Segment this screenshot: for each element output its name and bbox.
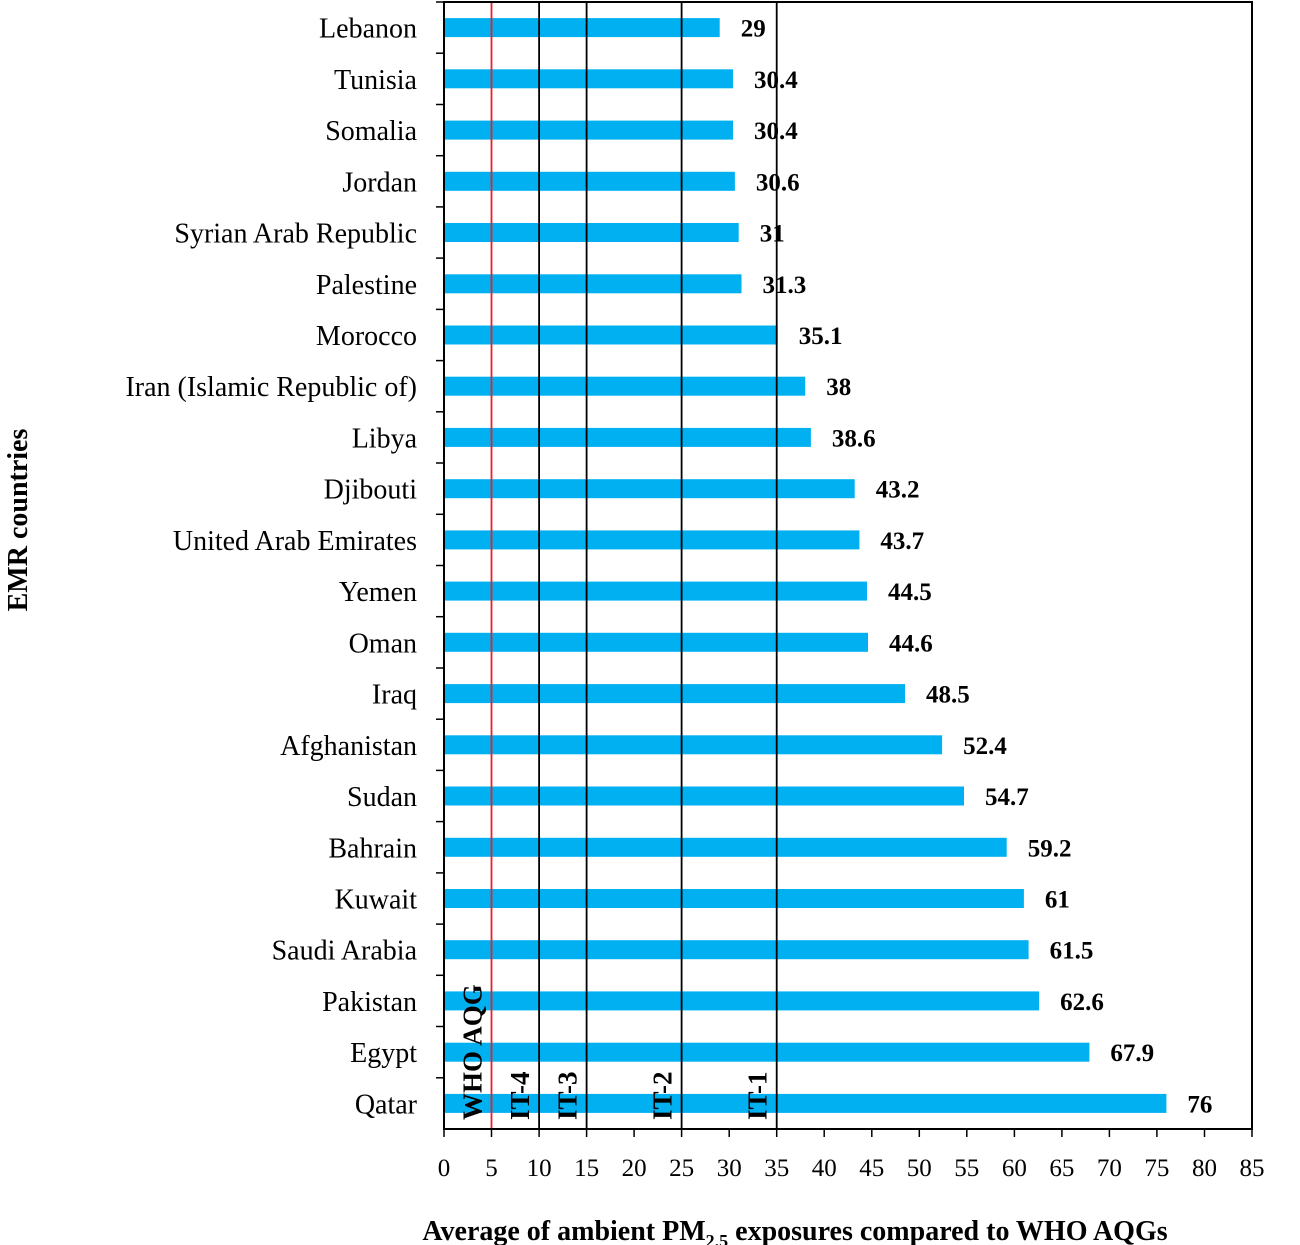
x-tick-label: 40 <box>812 1155 837 1182</box>
country-label: Yemen <box>339 577 417 608</box>
country-label: Libya <box>352 423 418 454</box>
x-tick-label: 80 <box>1192 1155 1217 1182</box>
x-tick-label: 55 <box>954 1155 979 1182</box>
country-label: Bahrain <box>328 833 417 864</box>
value-labels-group: 29 30.4 30.4 30.6 31 31.3 35.1 38 38.643.2 43.7 44… <box>741 16 1213 1119</box>
reference-line-label: IT-1 <box>743 1071 773 1120</box>
x-tick-label: 10 <box>527 1155 552 1182</box>
x-tick-label: 35 <box>764 1155 789 1182</box>
value-label: 67.9 <box>1110 1040 1154 1067</box>
value-label: 44.5 <box>888 579 932 606</box>
country-label: Sudan <box>347 782 417 813</box>
country-label: Oman <box>349 628 417 659</box>
y-axis-title: EMR countries <box>3 429 34 612</box>
plot-frame-group <box>436 1 1253 1130</box>
bar <box>444 940 1029 960</box>
country-label: Morocco <box>316 321 417 352</box>
x-tick-label: 25 <box>669 1155 694 1182</box>
bar <box>444 325 778 345</box>
bar <box>444 223 739 242</box>
bar <box>444 18 720 38</box>
x-tick-label: 0 <box>438 1155 451 1182</box>
value-label: 31.3 <box>763 272 807 299</box>
country-label: Qatar <box>355 1089 418 1120</box>
bar <box>444 479 855 499</box>
value-label: 59.2 <box>1028 835 1072 862</box>
country-label: Egypt <box>350 1038 417 1069</box>
bar <box>444 735 943 755</box>
value-label: 44.6 <box>889 630 933 657</box>
bar <box>444 274 742 294</box>
country-label: Afghanistan <box>280 731 417 762</box>
value-label: 48.5 <box>926 682 970 709</box>
country-label: Tunisia <box>334 65 418 96</box>
value-label: 54.7 <box>985 784 1029 811</box>
x-tick-label: 5 <box>485 1155 498 1182</box>
value-label: 29 <box>741 16 766 43</box>
reference-line-label: IT-4 <box>505 1071 535 1120</box>
x-tick-label: 85 <box>1240 1155 1265 1182</box>
value-label: 52.4 <box>963 733 1007 760</box>
bar <box>444 120 733 140</box>
reference-line-label: IT-2 <box>648 1071 678 1120</box>
bar <box>444 991 1040 1011</box>
country-label: Iraq <box>372 680 417 711</box>
country-label: Syrian Arab Republic <box>174 219 417 250</box>
bar <box>444 1093 1167 1113</box>
bar <box>444 632 868 652</box>
country-label: Jordan <box>342 167 417 198</box>
bar <box>444 684 905 704</box>
plot-frame <box>443 1 1253 1130</box>
x-tick-label: 70 <box>1097 1155 1122 1182</box>
bar <box>444 376 806 396</box>
bar <box>444 837 1007 857</box>
bar <box>444 171 735 191</box>
value-label: 61 <box>1045 887 1070 914</box>
x-tick-label: 65 <box>1049 1155 1074 1182</box>
x-ticks-group: 0 5 10 15 20 25 30 35 40 45 50 55 60 65 70 75 80 85 <box>438 1129 1265 1182</box>
country-label: Saudi Arabia <box>272 936 418 967</box>
x-tick-label: 50 <box>907 1155 932 1182</box>
x-tick-label: 15 <box>574 1155 599 1182</box>
x-tick-label: 45 <box>859 1155 884 1182</box>
bar <box>444 530 860 550</box>
value-label: 61.5 <box>1050 938 1094 965</box>
country-label: Somalia <box>325 116 417 147</box>
x-tick-label: 30 <box>717 1155 742 1182</box>
x-tick-label: 60 <box>1002 1155 1027 1182</box>
value-label: 30.4 <box>754 67 798 94</box>
value-label: 43.2 <box>876 477 920 504</box>
country-label: United Arab Emirates <box>173 526 417 557</box>
bar <box>444 69 733 89</box>
value-label: 30.6 <box>756 169 800 196</box>
value-label: 76 <box>1187 1091 1212 1118</box>
bar <box>444 581 867 601</box>
bar <box>444 889 1024 908</box>
bar <box>444 427 811 447</box>
value-label: 35.1 <box>799 323 843 350</box>
value-label: 38 <box>826 374 851 401</box>
value-label: 62.6 <box>1060 989 1104 1016</box>
value-label: 43.7 <box>880 528 924 555</box>
reference-line-label: WHO AQG <box>458 984 488 1120</box>
value-label: 38.6 <box>832 425 876 452</box>
value-label: 30.4 <box>754 118 798 145</box>
value-label: 31 <box>760 221 785 248</box>
x-axis-title: Average of ambient PM2.5 exposures compa… <box>422 1216 1167 1245</box>
country-label: Djibouti <box>324 475 418 506</box>
x-tick-label: 20 <box>622 1155 647 1182</box>
country-label: Pakistan <box>322 987 417 1018</box>
bar <box>444 786 964 806</box>
reference-lines-group: WHO AQG IT-4 IT-3 IT-2 IT-1 <box>458 2 778 1129</box>
country-label: Palestine <box>316 270 417 301</box>
bar <box>444 1042 1090 1062</box>
bars-group <box>444 18 1167 1113</box>
country-label: Lebanon <box>319 14 417 45</box>
reference-line-label: IT-3 <box>553 1071 583 1120</box>
country-labels-group: Lebanon Tunisia Somalia Jordan Syrian Arab R… <box>125 14 417 1121</box>
country-label: Kuwait <box>335 885 418 916</box>
country-label: Iran (Islamic Republic of) <box>125 372 417 403</box>
x-tick-label: 75 <box>1144 1155 1169 1182</box>
